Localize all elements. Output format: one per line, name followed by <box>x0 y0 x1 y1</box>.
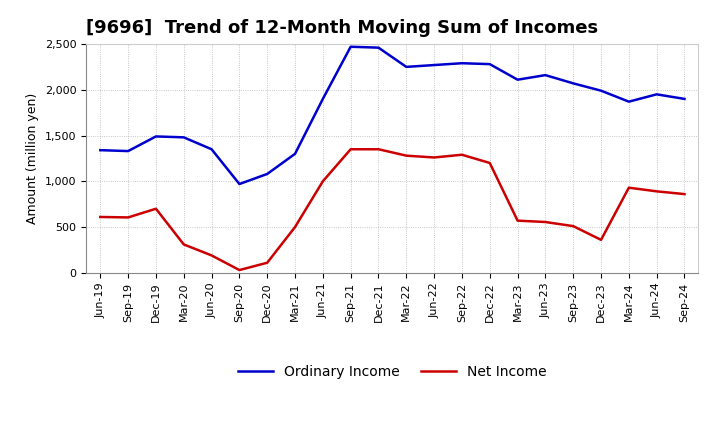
Ordinary Income <box>652 92 661 97</box>
Net Income <box>207 253 216 258</box>
Net Income <box>430 155 438 160</box>
Ordinary Income <box>569 81 577 86</box>
Ordinary Income <box>263 171 271 176</box>
Ordinary Income <box>346 44 355 49</box>
Net Income <box>263 260 271 265</box>
Net Income <box>541 220 550 225</box>
Net Income <box>152 206 161 211</box>
Ordinary Income <box>152 134 161 139</box>
Net Income <box>124 215 132 220</box>
Text: [9696]  Trend of 12-Month Moving Sum of Incomes: [9696] Trend of 12-Month Moving Sum of I… <box>86 19 598 37</box>
Ordinary Income <box>624 99 633 104</box>
Net Income <box>624 185 633 191</box>
Net Income <box>179 242 188 247</box>
Ordinary Income <box>541 73 550 78</box>
Ordinary Income <box>458 61 467 66</box>
Ordinary Income <box>402 64 410 70</box>
Ordinary Income <box>124 148 132 154</box>
Y-axis label: Amount (million yen): Amount (million yen) <box>27 93 40 224</box>
Ordinary Income <box>430 62 438 68</box>
Ordinary Income <box>291 151 300 157</box>
Net Income <box>374 147 383 152</box>
Ordinary Income <box>374 45 383 50</box>
Net Income <box>597 237 606 242</box>
Line: Net Income: Net Income <box>100 149 685 270</box>
Net Income <box>235 268 243 273</box>
Ordinary Income <box>207 147 216 152</box>
Ordinary Income <box>96 147 104 153</box>
Net Income <box>346 147 355 152</box>
Net Income <box>680 191 689 197</box>
Ordinary Income <box>318 96 327 102</box>
Ordinary Income <box>485 62 494 67</box>
Ordinary Income <box>513 77 522 82</box>
Net Income <box>569 224 577 229</box>
Net Income <box>96 214 104 220</box>
Ordinary Income <box>680 96 689 102</box>
Net Income <box>402 153 410 158</box>
Ordinary Income <box>235 181 243 187</box>
Line: Ordinary Income: Ordinary Income <box>100 47 685 184</box>
Ordinary Income <box>597 88 606 93</box>
Ordinary Income <box>179 135 188 140</box>
Legend: Ordinary Income, Net Income: Ordinary Income, Net Income <box>233 360 552 385</box>
Net Income <box>458 152 467 158</box>
Net Income <box>291 224 300 230</box>
Net Income <box>652 189 661 194</box>
Net Income <box>318 179 327 184</box>
Net Income <box>513 218 522 223</box>
Net Income <box>485 160 494 165</box>
